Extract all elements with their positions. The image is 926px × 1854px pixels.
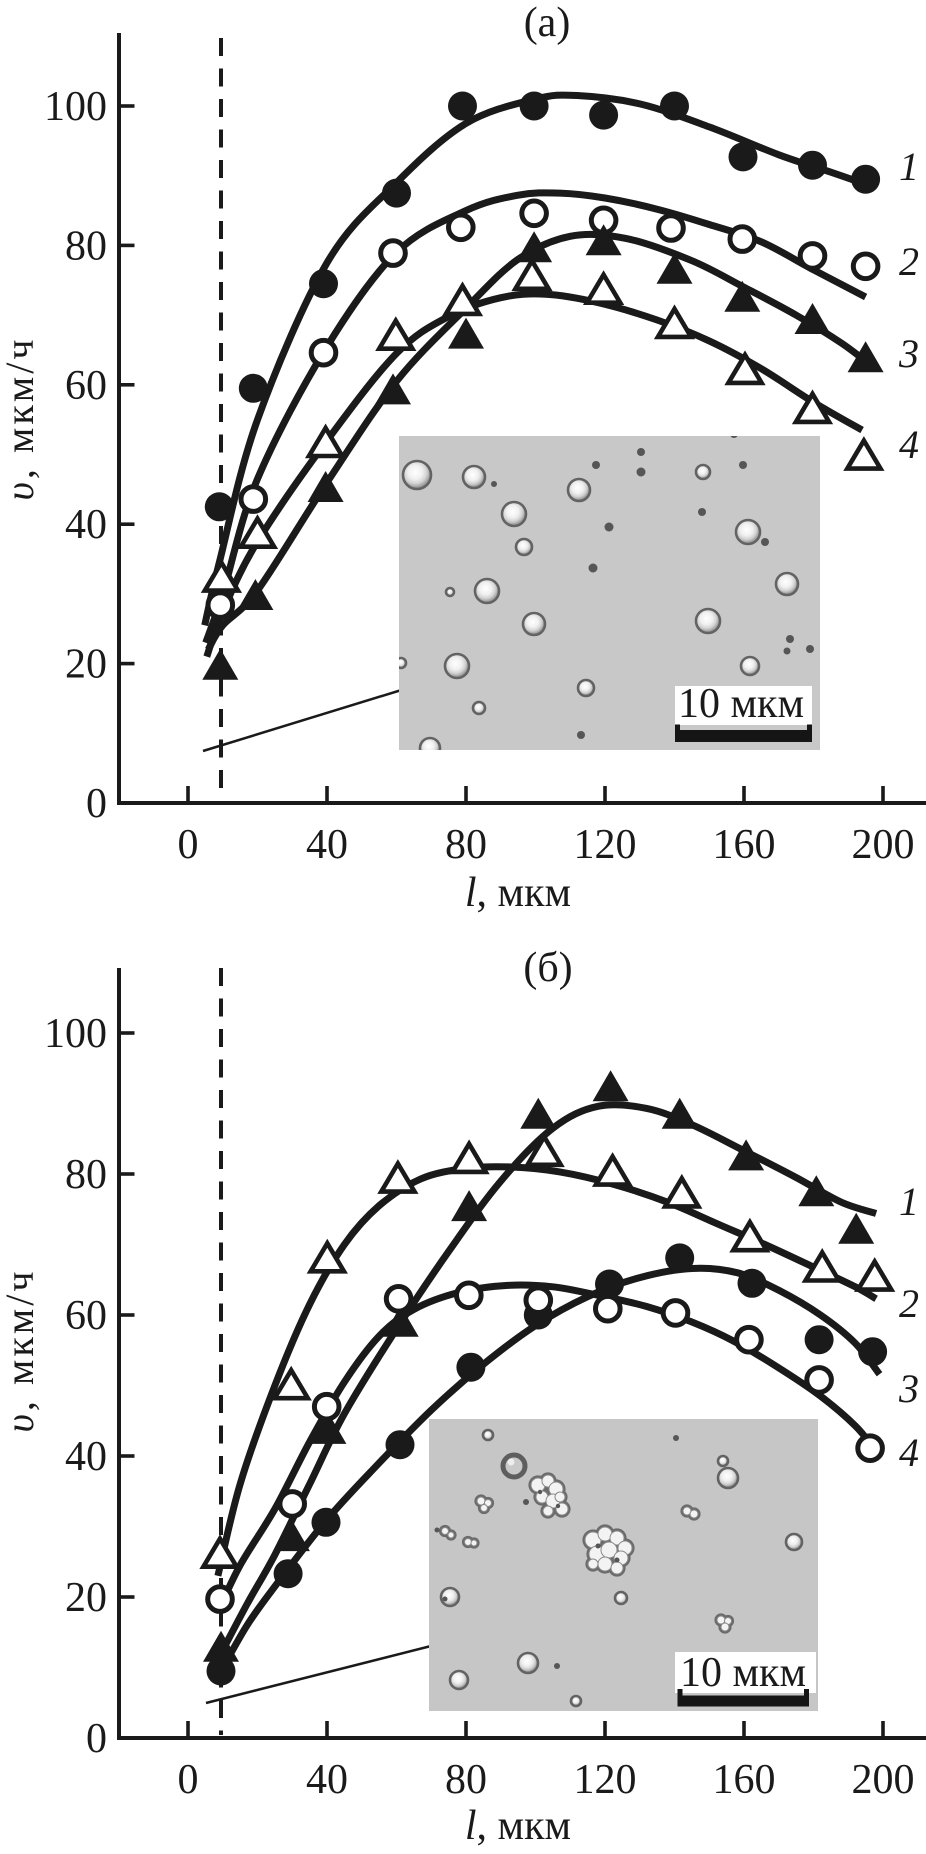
svg-text:100: 100 — [44, 84, 107, 130]
svg-text:4: 4 — [899, 422, 919, 467]
svg-text:40: 40 — [306, 822, 348, 868]
svg-text:(б): (б) — [523, 945, 572, 991]
svg-text:60: 60 — [65, 363, 107, 409]
svg-text:0: 0 — [86, 1716, 107, 1762]
svg-text:3: 3 — [898, 331, 919, 376]
svg-text:2: 2 — [899, 239, 919, 284]
svg-text:40: 40 — [306, 1757, 348, 1803]
svg-text:1: 1 — [899, 1179, 919, 1224]
svg-text:υ, мкм/ч: υ, мкм/ч — [0, 1272, 42, 1433]
svg-text:20: 20 — [65, 1575, 107, 1621]
svg-text:80: 80 — [445, 1757, 487, 1803]
svg-text:0: 0 — [86, 781, 107, 827]
svg-text:100: 100 — [44, 1011, 107, 1057]
svg-text:200: 200 — [852, 1757, 915, 1803]
svg-text:(а): (а) — [524, 0, 571, 46]
svg-text:160: 160 — [713, 1757, 776, 1803]
svg-text:0: 0 — [178, 822, 199, 868]
svg-text:80: 80 — [65, 1152, 107, 1198]
svg-text:80: 80 — [65, 223, 107, 269]
svg-text:40: 40 — [65, 502, 107, 548]
svg-text:40: 40 — [65, 1434, 107, 1480]
svg-text:0: 0 — [178, 1757, 199, 1803]
svg-text:3: 3 — [898, 1366, 919, 1411]
svg-text:υ, мкм/ч: υ, мкм/ч — [0, 340, 42, 501]
svg-text:120: 120 — [574, 822, 637, 868]
svg-text:2: 2 — [899, 1281, 919, 1326]
svg-text:10 мкм: 10 мкм — [678, 681, 804, 727]
svg-text:80: 80 — [445, 822, 487, 868]
svg-text:60: 60 — [65, 1293, 107, 1339]
svg-text:1: 1 — [899, 144, 919, 189]
svg-text:160: 160 — [713, 822, 776, 868]
svg-text:4: 4 — [899, 1430, 919, 1475]
svg-text:120: 120 — [574, 1757, 637, 1803]
svg-text:l, мкм: l, мкм — [465, 1803, 571, 1849]
svg-text:20: 20 — [65, 642, 107, 688]
svg-text:l, мкм: l, мкм — [465, 870, 571, 916]
svg-text:200: 200 — [852, 822, 915, 868]
svg-text:10 мкм: 10 мкм — [680, 1650, 806, 1696]
